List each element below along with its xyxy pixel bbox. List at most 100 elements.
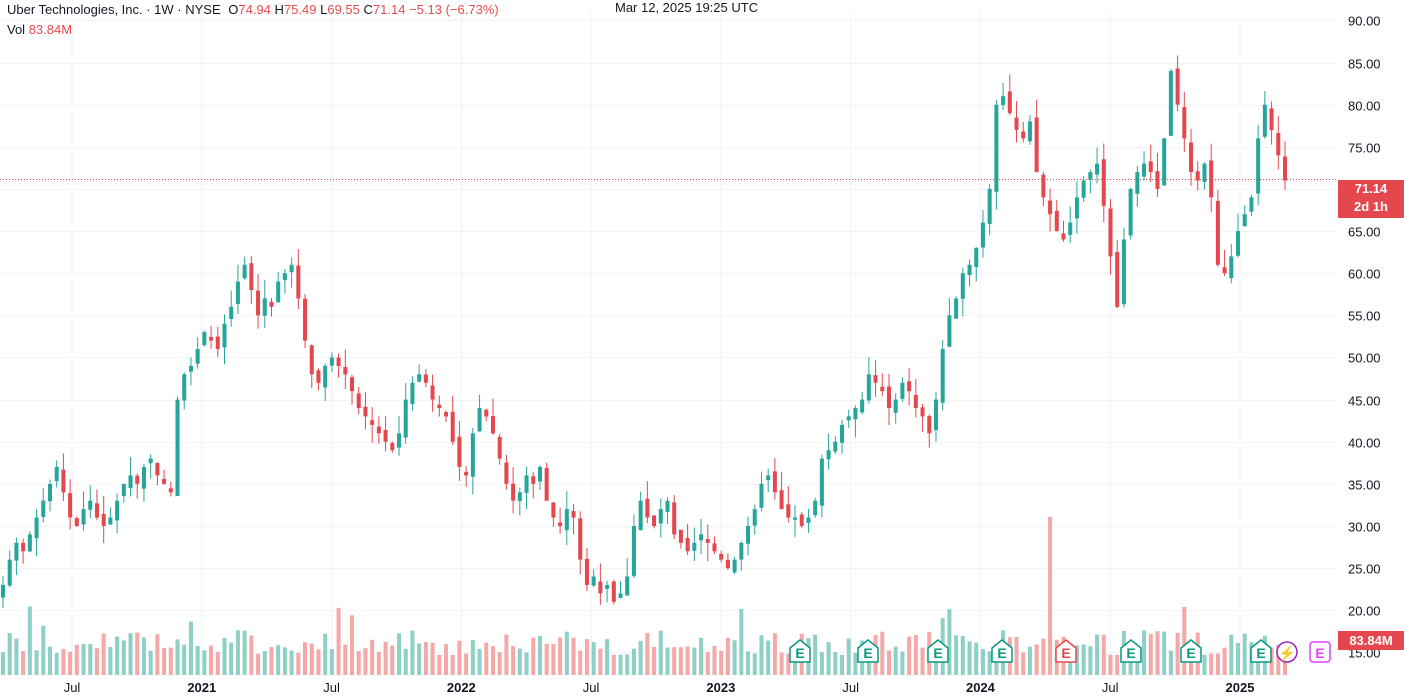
candle-body xyxy=(1256,138,1261,194)
volume-bar xyxy=(1276,644,1281,675)
candle-body xyxy=(403,399,408,438)
y-tick-label: 50.00 xyxy=(1348,351,1381,366)
candle-body xyxy=(699,534,704,541)
candle-body xyxy=(249,263,254,291)
volume-bar xyxy=(719,650,724,675)
candle-body xyxy=(692,542,697,551)
candle-body xyxy=(974,247,979,268)
volume-bar xyxy=(1041,638,1046,675)
candle-body xyxy=(806,517,811,523)
volume-bar xyxy=(168,647,173,675)
candle-body xyxy=(1182,107,1187,139)
earnings-event-icon[interactable]: E xyxy=(1120,639,1142,663)
volume-bar xyxy=(960,636,965,675)
candle-body xyxy=(1148,161,1153,173)
lightning-event-icon[interactable]: ⚡ xyxy=(1276,641,1298,663)
candle-body xyxy=(1209,160,1214,198)
earnings-event-icon[interactable]: E xyxy=(1309,641,1331,663)
volume-bar xyxy=(1095,634,1100,675)
candle-body xyxy=(1276,133,1281,156)
time-axis[interactable]: Jul 2021 Jul 2022 Jul 2023 Jul 2024 Jul 2025 xyxy=(64,680,1255,695)
volume-bar xyxy=(356,651,361,675)
volume-bar xyxy=(1021,652,1026,675)
volume-bar xyxy=(135,632,140,675)
volume-bar xyxy=(1108,654,1113,675)
volume-bar xyxy=(370,639,375,675)
candle-body xyxy=(1027,121,1032,142)
volume-bar xyxy=(282,647,287,675)
candle-body xyxy=(994,104,999,192)
candle-body xyxy=(47,483,52,502)
event-markers[interactable]: E E E E E E E E ⚡ E xyxy=(789,639,1331,663)
volume-bar xyxy=(913,635,918,675)
earnings-event-icon[interactable]: E xyxy=(927,639,949,663)
volume-bar xyxy=(128,633,133,675)
candle-body xyxy=(94,503,99,518)
candle-body xyxy=(719,553,724,560)
earnings-event-icon[interactable]: E xyxy=(1250,639,1272,663)
volume-bar xyxy=(242,630,247,675)
volume-bar xyxy=(954,635,959,675)
candle-body xyxy=(571,511,576,518)
candle-body xyxy=(1269,108,1274,130)
y-tick-label: 65.00 xyxy=(1348,225,1381,240)
candle-body xyxy=(128,475,133,488)
price-axis[interactable]: 15.0020.0025.0030.0035.0040.0045.0050.00… xyxy=(1348,14,1381,661)
candle-body xyxy=(846,416,851,421)
y-tick-label: 35.00 xyxy=(1348,478,1381,493)
volume-bar xyxy=(591,642,596,675)
event-label: ⚡ xyxy=(1278,645,1295,662)
candle-body xyxy=(551,502,556,518)
candle-body xyxy=(739,542,744,560)
candle-body xyxy=(202,332,207,346)
high-value: 75.49 xyxy=(283,2,317,17)
volume-bar xyxy=(1135,654,1140,675)
earnings-event-icon[interactable]: E xyxy=(1055,639,1077,663)
volume-bar xyxy=(618,654,623,675)
candle-body xyxy=(343,367,348,375)
volume-bar xyxy=(511,646,516,675)
earnings-event-icon[interactable]: E xyxy=(1180,639,1202,663)
candle-body xyxy=(423,374,428,383)
event-label: E xyxy=(933,645,942,661)
volume-bar xyxy=(417,643,422,675)
volume-bar xyxy=(1142,630,1147,675)
earnings-event-icon[interactable]: E xyxy=(789,639,811,663)
volume-bar xyxy=(826,642,831,675)
candle-body xyxy=(410,382,415,405)
candle-body xyxy=(746,525,751,544)
volume-bar xyxy=(108,646,113,675)
volume-bar xyxy=(470,640,475,675)
volume-bar xyxy=(900,651,905,675)
volume-bar xyxy=(54,653,59,675)
candle-body xyxy=(678,529,683,543)
volume-bar xyxy=(920,647,925,675)
candle-body xyxy=(578,518,583,560)
candle-body xyxy=(933,399,938,431)
volume-bar xyxy=(437,654,442,675)
candle-body xyxy=(558,522,563,526)
candle-body xyxy=(316,370,321,383)
candle-body xyxy=(712,543,717,552)
candlesticks xyxy=(0,55,1288,608)
volume-bar xyxy=(68,651,73,675)
earnings-event-icon[interactable]: E xyxy=(991,639,1013,663)
volume-bar xyxy=(839,654,845,675)
candle-body xyxy=(484,409,489,417)
volume-bar xyxy=(276,645,281,675)
candle-body xyxy=(1061,233,1066,240)
candle-body xyxy=(490,416,495,434)
candle-body xyxy=(1202,163,1207,182)
volume-bar xyxy=(1014,636,1019,675)
candle-body xyxy=(1014,117,1019,130)
candle-body xyxy=(839,424,845,443)
y-tick-label: 20.00 xyxy=(1348,604,1381,619)
symbol-title[interactable]: Uber Technologies, Inc. · 1W · NYSE xyxy=(7,2,221,17)
volume-bar xyxy=(1236,642,1241,675)
candle-body xyxy=(1088,172,1093,180)
candle-body xyxy=(396,433,402,448)
current-price-tag: 71.14 2d 1h xyxy=(1338,180,1404,218)
candle-body xyxy=(1175,68,1180,105)
earnings-event-icon[interactable]: E xyxy=(857,639,879,663)
